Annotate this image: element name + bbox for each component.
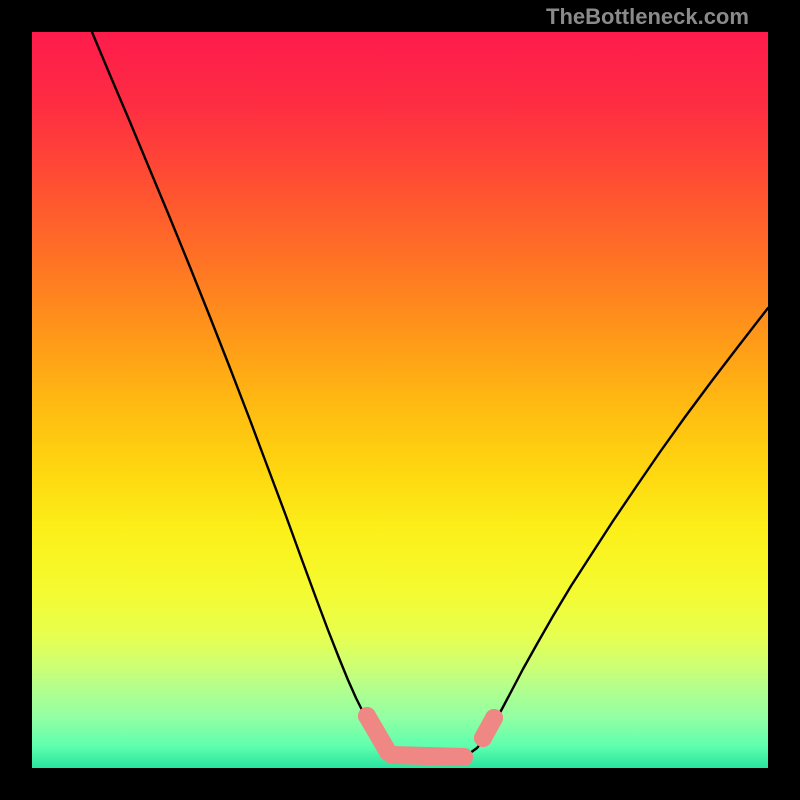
highlight-endcap <box>383 746 401 764</box>
highlight-endcap <box>455 748 473 766</box>
watermark-text: TheBottleneck.com <box>546 4 749 30</box>
highlight-endcap <box>485 709 503 727</box>
highlight-endcap <box>358 707 376 725</box>
highlight-capsule <box>392 755 464 757</box>
plot-background <box>32 32 768 768</box>
highlight-endcap <box>474 729 492 747</box>
